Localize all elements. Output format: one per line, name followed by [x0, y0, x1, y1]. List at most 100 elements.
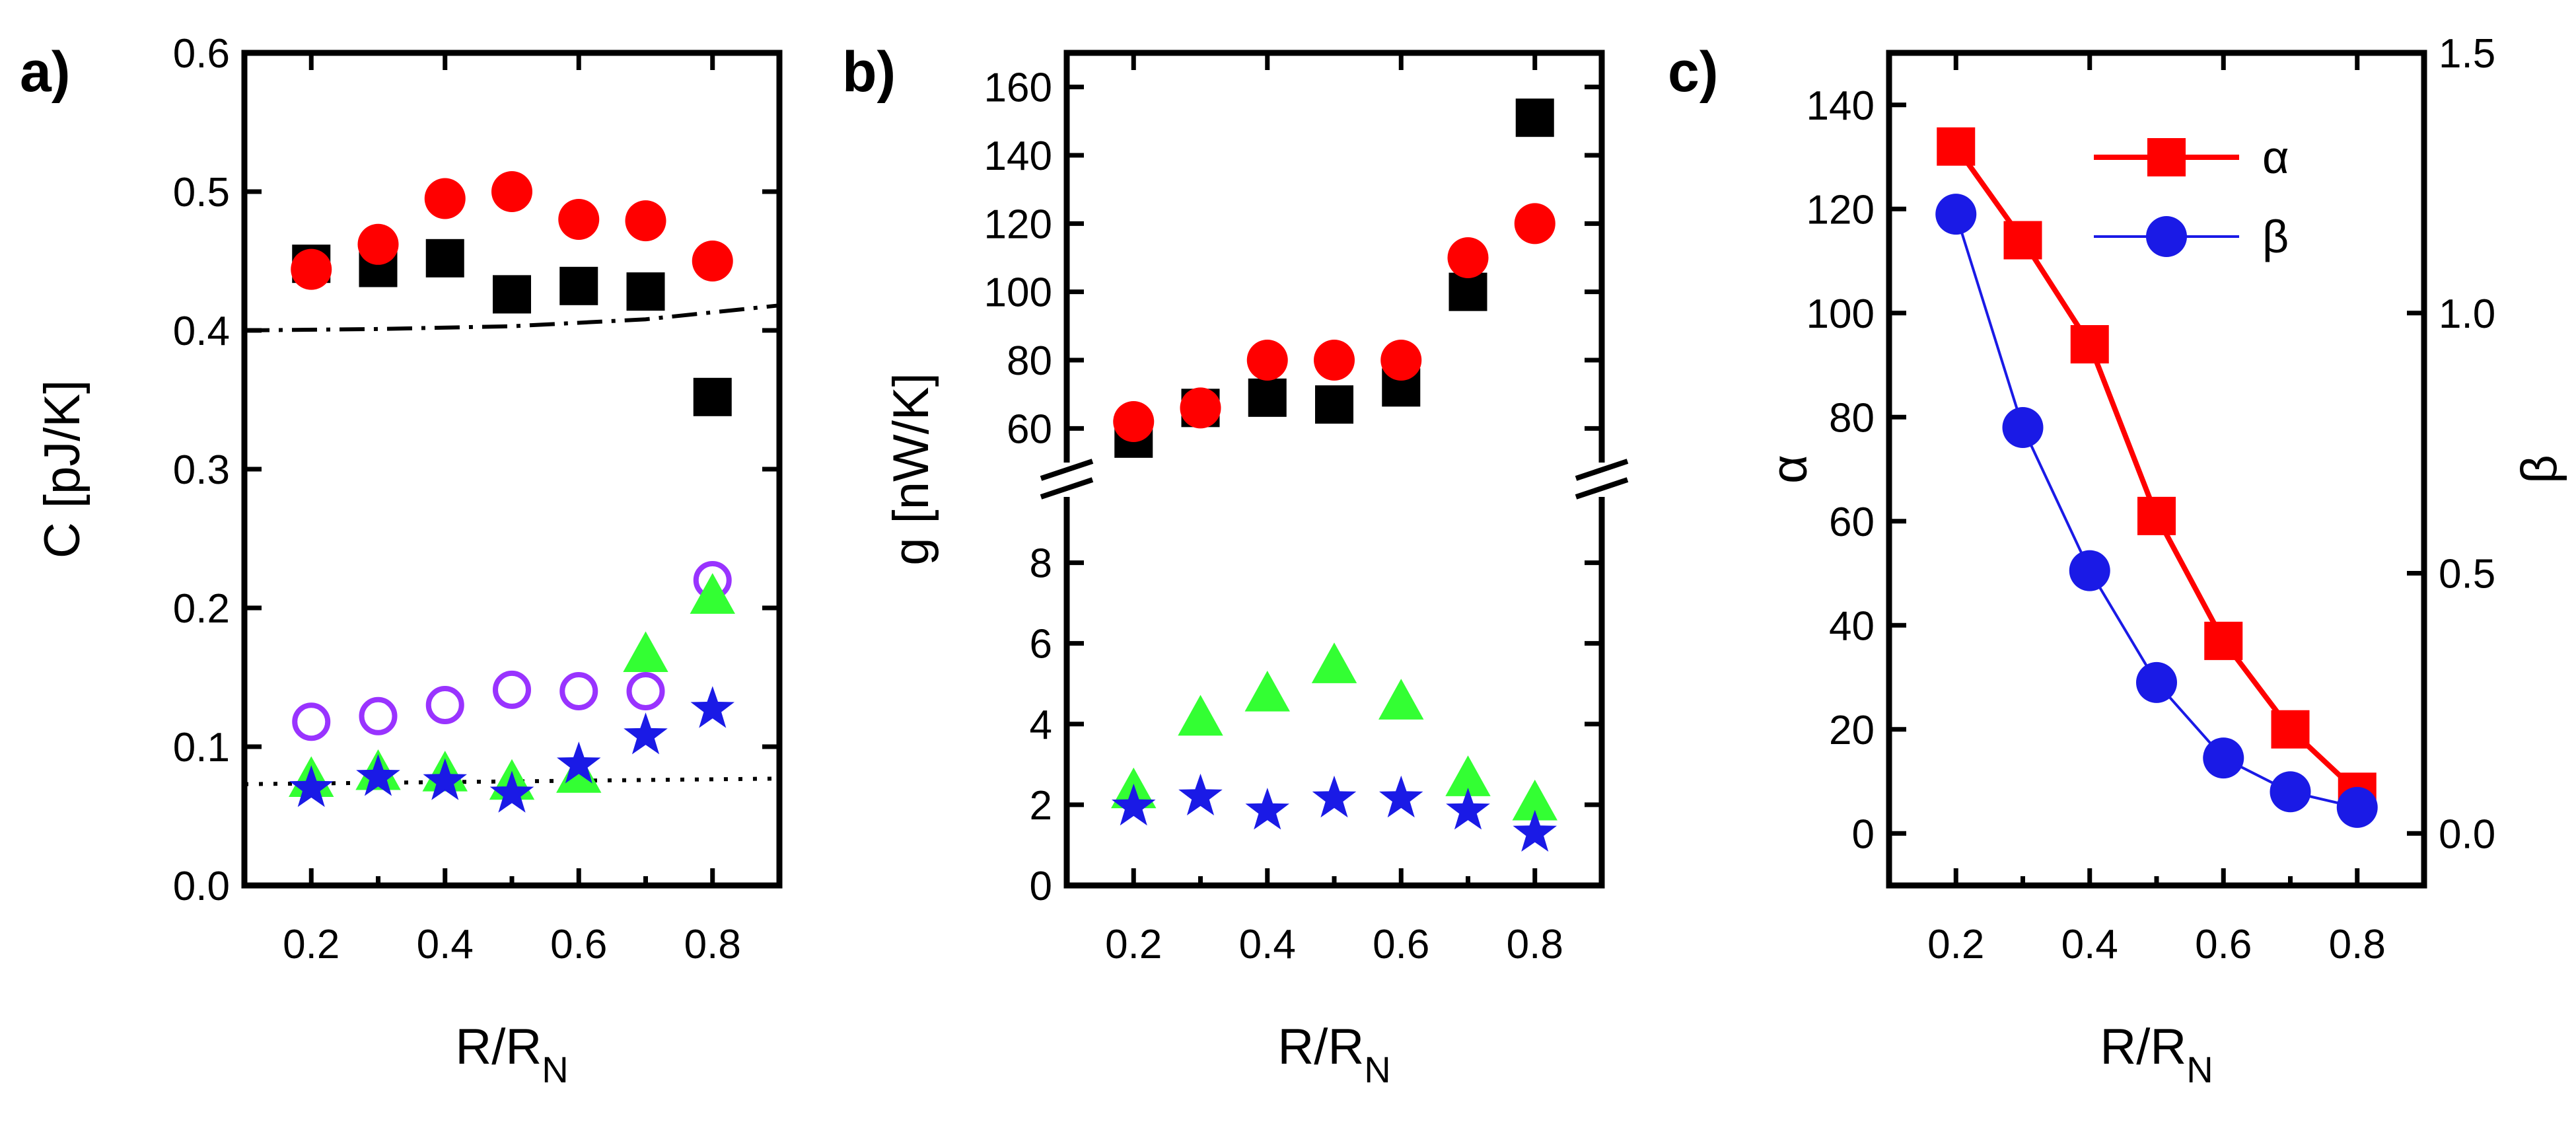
panel-b-circle-point [1180, 387, 1221, 429]
panel-b-ticks: 0.2 0.4 0.6 0.8 0 2 4 6 8 60 80 100 120 140 160 [984, 53, 1604, 967]
panel-b-lower-y-tick-label: 8 [1030, 541, 1052, 587]
panel-c-legend: α β [2094, 131, 2289, 262]
panel-b-upper-y-tick-label: 120 [984, 202, 1052, 247]
panel-b-break-line-right-1 [1575, 459, 1629, 481]
panel-c-alpha-point [2137, 496, 2176, 535]
panel-a-y-tick-label: 0.0 [173, 864, 230, 909]
panel-c: c) 0.2 0.4 0.6 0.8 0 20 40 60 80 100 120 140 0.0 0.5 1… [1668, 31, 2567, 1090]
panel-a-star-point [557, 741, 601, 784]
panel-b-circle-point [1246, 340, 1288, 381]
panel-a-star-point [423, 758, 467, 800]
panel-c-beta-point [2270, 771, 2311, 813]
panel-b-upper-y-tick-label: 100 [984, 270, 1052, 316]
panel-b-axis-break-right [1575, 459, 1629, 500]
panel-b-x-tick-label: 0.4 [1239, 922, 1296, 967]
panel-b-star-point [1312, 775, 1357, 818]
panel-a-x-axis-label-main: R/R [455, 1019, 542, 1075]
panel-a-circle-point [558, 199, 600, 240]
legend-alpha-marker [2147, 138, 2186, 176]
panel-c-left-y-tick-label: 100 [1807, 291, 1875, 337]
panel-a-dotted-curve [244, 776, 780, 786]
panel-b-square-point [1248, 378, 1287, 417]
panel-b-x-tick-label: 0.2 [1105, 922, 1162, 967]
panel-c-left-y-tick-label: 60 [1829, 500, 1875, 545]
panel-c-left-y-tick-label: 0 [1852, 811, 1875, 857]
panel-a-x-axis-label-sub: N [542, 1049, 568, 1090]
legend-beta-label: β [2262, 211, 2289, 262]
panel-b-series [1111, 98, 1557, 852]
panel-c-alpha-point [1937, 127, 1976, 166]
panel-a-square-point [626, 272, 665, 311]
panel-c-x-axis-label-sub: N [2186, 1049, 2213, 1090]
panel-c-left-y-tick-label: 120 [1807, 187, 1875, 233]
panel-a-ticks: 0.2 0.4 0.6 0.8 0.0 0.1 0.2 0.3 0.4 0.5 0.6 [173, 31, 782, 967]
panel-c-right-y-tick-label: 0.0 [2439, 811, 2495, 857]
panel-c-beta-point [2336, 786, 2378, 828]
panel-b-y-axis-label: g [nW/K] [883, 373, 939, 565]
panel-c-right-y-tick-label: 1.5 [2439, 31, 2495, 77]
panel-a-circle-point [491, 171, 532, 212]
panel-b-lower-y-tick-label: 2 [1030, 783, 1052, 829]
panel-b-upper-y-tick-label: 160 [984, 65, 1052, 111]
panel-b-triangle-point [1378, 679, 1424, 720]
panel-a-circle-point [692, 241, 733, 281]
panel-c-right-y-tick-label: 1.0 [2439, 291, 2495, 337]
panel-c-label: c) [1668, 40, 1718, 104]
panel-a-triangle-point [623, 631, 668, 673]
panel-b-axis-break-left [1040, 459, 1094, 500]
panel-b-upper-y-tick-label: 140 [984, 133, 1052, 179]
panel-a-y-axis-label: C [pJ/K] [34, 380, 90, 558]
panel-b-star-point [1245, 788, 1289, 830]
panel-a-circle-point [424, 178, 466, 219]
panel-c-left-y-tick-label: 40 [1829, 603, 1875, 649]
panel-a-circle-point [291, 248, 332, 290]
panel-b-triangle-point [1244, 671, 1290, 712]
panel-a-star-point [289, 765, 334, 807]
panel-a-open-circle-point [425, 686, 464, 724]
legend-alpha-label: α [2262, 131, 2289, 183]
panel-b-break-line-left-1 [1040, 459, 1094, 481]
panel-b-star-point [1513, 809, 1557, 852]
panel-b-circle-point [1314, 340, 1355, 381]
panel-b-frame [1063, 50, 1605, 889]
panel-a-circle-point [357, 223, 399, 265]
panel-c-x-tick-label: 0.2 [1927, 922, 1984, 967]
panel-c-beta-point [2136, 661, 2177, 703]
panel-b-triangle-point [1178, 694, 1223, 736]
panel-b-circle-point [1447, 237, 1489, 278]
panel-c-x-axis-label-main: R/R [2100, 1019, 2186, 1075]
panel-c-left-axis-label: α [1762, 455, 1818, 484]
panel-c-series [1935, 127, 2378, 828]
panel-a-x-tick-label: 0.4 [417, 922, 474, 967]
panel-c-x-tick-label: 0.6 [2195, 922, 2252, 967]
panel-a-square-point [559, 266, 598, 305]
panel-a-star-point [690, 686, 734, 728]
panel-a-series [244, 171, 780, 813]
panel-c-left-y-tick-label: 20 [1829, 708, 1875, 753]
panel-a: a) 0.2 0.4 0.6 0.8 0.0 0.1 0.2 0.3 0.4 0.5 0.6 C [… [20, 31, 783, 1090]
panel-b-star-point [1379, 775, 1423, 818]
panel-b-triangle-point [1512, 779, 1557, 821]
panel-b-x-axis-label-main: R/R [1277, 1019, 1364, 1075]
panel-b-x-axis-label: R/RN [1277, 1019, 1390, 1090]
panel-c-beta-point [2002, 407, 2044, 448]
panel-a-x-tick-label: 0.8 [684, 922, 741, 967]
panel-a-y-tick-label: 0.1 [173, 725, 230, 770]
panel-b-upper-y-tick-label: 80 [1007, 338, 1052, 384]
panel-b-star-point [1178, 773, 1223, 815]
panel-c-x-tick-label: 0.4 [2061, 922, 2118, 967]
panel-c-alpha-point [2204, 621, 2243, 660]
panel-a-square-point [493, 275, 531, 314]
panel-b-square-point [1449, 272, 1487, 311]
panel-b-square-point [1515, 98, 1554, 137]
panel-b-upper-y-tick-label: 60 [1007, 406, 1052, 452]
panel-b-circle-point [1113, 401, 1155, 442]
panel-b-lower-y-tick-label: 0 [1030, 864, 1052, 909]
panel-a-star-point [356, 754, 400, 796]
panel-b-x-tick-label: 0.6 [1373, 922, 1429, 967]
panel-b-label: b) [842, 40, 896, 104]
panel-a-circle-point [625, 200, 666, 242]
panel-b: b) 0.2 0.4 0.6 0.8 0 2 4 6 8 60 80 100 120 140 160 g [… [842, 40, 1629, 1090]
panel-a-y-tick-label: 0.2 [173, 586, 230, 632]
